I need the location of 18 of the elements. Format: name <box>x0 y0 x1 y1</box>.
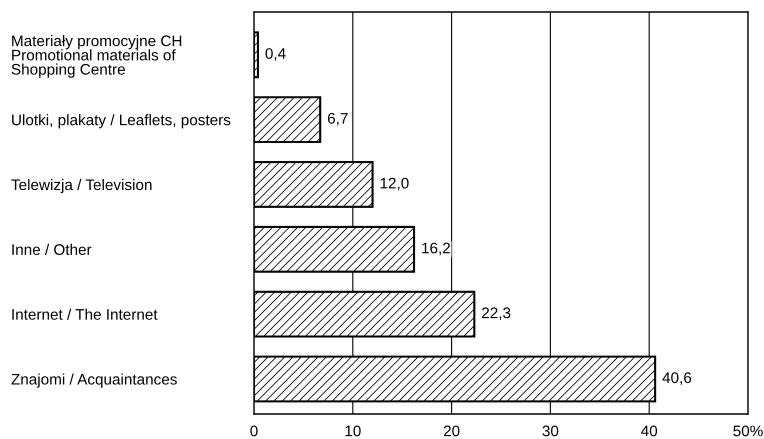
data-label: 40,6 <box>662 372 692 385</box>
data-label: 0,4 <box>265 48 286 61</box>
data-label: 22,3 <box>482 307 510 320</box>
data-label: 6,7 <box>328 112 348 126</box>
y-tick-label: Materiały promocyjne CH Promotional materials of Shopping Centre <box>12 35 182 78</box>
y-tick-label: Inne / Other <box>12 244 92 255</box>
x-tick-label: 20 <box>444 426 460 436</box>
x-tick-label: 40 <box>641 426 658 436</box>
y-tick-label: Telewizja / Television <box>11 178 152 194</box>
x-tick-label: 30 <box>542 426 558 436</box>
x-tick-label: 10 <box>345 426 361 436</box>
x-tick-label: 0 <box>250 426 258 436</box>
y-tick-label: Internet / The Internet <box>12 308 158 320</box>
data-label: 12,0 <box>380 178 409 190</box>
y-tick-label: Ulotki, plakaty / Leaflets, posters <box>12 114 230 128</box>
data-label: 16,2 <box>422 242 450 256</box>
x-tick-label: 50% <box>733 426 763 436</box>
y-tick-label: Znajomi / Acquaintances <box>11 373 177 388</box>
